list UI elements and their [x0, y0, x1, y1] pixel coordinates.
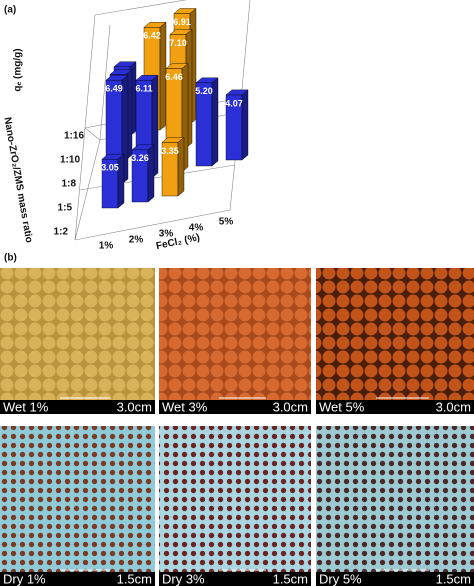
bar: [131, 144, 155, 203]
bar-side: [147, 144, 155, 203]
bar-top: [143, 22, 167, 28]
photo-label: Wet 5%: [319, 399, 365, 414]
panel-label: (a): [4, 5, 16, 16]
photo-beads: [159, 426, 311, 572]
bar-side: [241, 89, 249, 161]
bar-side: [211, 77, 219, 167]
bar: [195, 77, 219, 167]
bar-top: [101, 154, 125, 160]
bar: [101, 153, 125, 209]
photo-label: Dry 5%: [319, 571, 362, 586]
y-tick-label: 1:16: [64, 131, 84, 142]
photo-beads: [316, 268, 474, 400]
value-label: 6.42: [143, 31, 161, 41]
z-axis-label: qₑ (mg/g): [13, 48, 24, 91]
value-label: 5.20: [195, 86, 213, 96]
y-tick-label: 1:10: [60, 155, 80, 166]
x-tick-label: 5%: [219, 217, 234, 228]
x-tick-label: 1%: [99, 241, 114, 252]
bar-top: [165, 63, 189, 69]
scale-label: 3.0cm: [117, 399, 152, 414]
y-axis-label: Nano-ZrO₂/ZMS mass ratio: [1, 116, 34, 243]
value-label: 3.05: [101, 163, 119, 173]
bar-side: [117, 153, 125, 209]
photo-label: Dry 1%: [3, 571, 46, 586]
caption-bar: [316, 572, 474, 586]
bar: [225, 89, 249, 161]
y-tick-label: 1:2: [54, 227, 69, 238]
photo-beads: [0, 268, 155, 400]
bar-top: [173, 8, 197, 14]
photo-beads: [159, 268, 311, 400]
x-tick-label: 4%: [189, 223, 204, 234]
photo-beads: [0, 426, 155, 572]
y-tick-label: 1:5: [58, 203, 73, 214]
value-label: 6.91: [173, 17, 191, 27]
caption-bar: [316, 400, 474, 414]
x-tick-label: 2%: [129, 235, 144, 246]
caption-bar: [0, 572, 155, 586]
panel-label: (b): [4, 253, 17, 264]
bar: [161, 136, 185, 197]
bar-top: [131, 144, 155, 151]
scale-label: 1.5cm: [273, 571, 308, 586]
value-label: 3.35: [161, 146, 179, 156]
bar-top: [195, 77, 219, 83]
caption-bar: [0, 400, 155, 414]
value-label: 7.10: [169, 38, 187, 48]
value-label: 4.07: [225, 98, 243, 108]
bar-top: [109, 69, 133, 75]
photo-beads: [316, 426, 474, 572]
bar-top: [113, 61, 137, 67]
bar-side: [177, 136, 185, 197]
value-label: 3.26: [131, 153, 149, 163]
x-tick-label: 3%: [159, 229, 174, 240]
value-label: 6.49: [105, 84, 123, 94]
bar-top: [161, 137, 185, 143]
value-label: 6.46: [165, 72, 183, 82]
photo-label: Wet 3%: [162, 399, 208, 414]
caption-bar: [159, 572, 311, 586]
y-tick-label: 1:8: [62, 179, 77, 190]
scale-label: 3.0cm: [436, 399, 471, 414]
bar-top: [135, 75, 159, 81]
scale-label: 1.5cm: [117, 571, 152, 586]
photo-label: Dry 3%: [162, 571, 205, 586]
value-label: 6.11: [135, 84, 152, 94]
caption-bar: [159, 400, 311, 414]
bar-top: [225, 89, 249, 96]
bar-top: [105, 74, 129, 81]
scale-label: 1.5cm: [436, 571, 471, 586]
photo-label: Wet 1%: [3, 399, 49, 414]
bar-top: [169, 29, 193, 35]
scale-label: 3.0cm: [273, 399, 308, 414]
